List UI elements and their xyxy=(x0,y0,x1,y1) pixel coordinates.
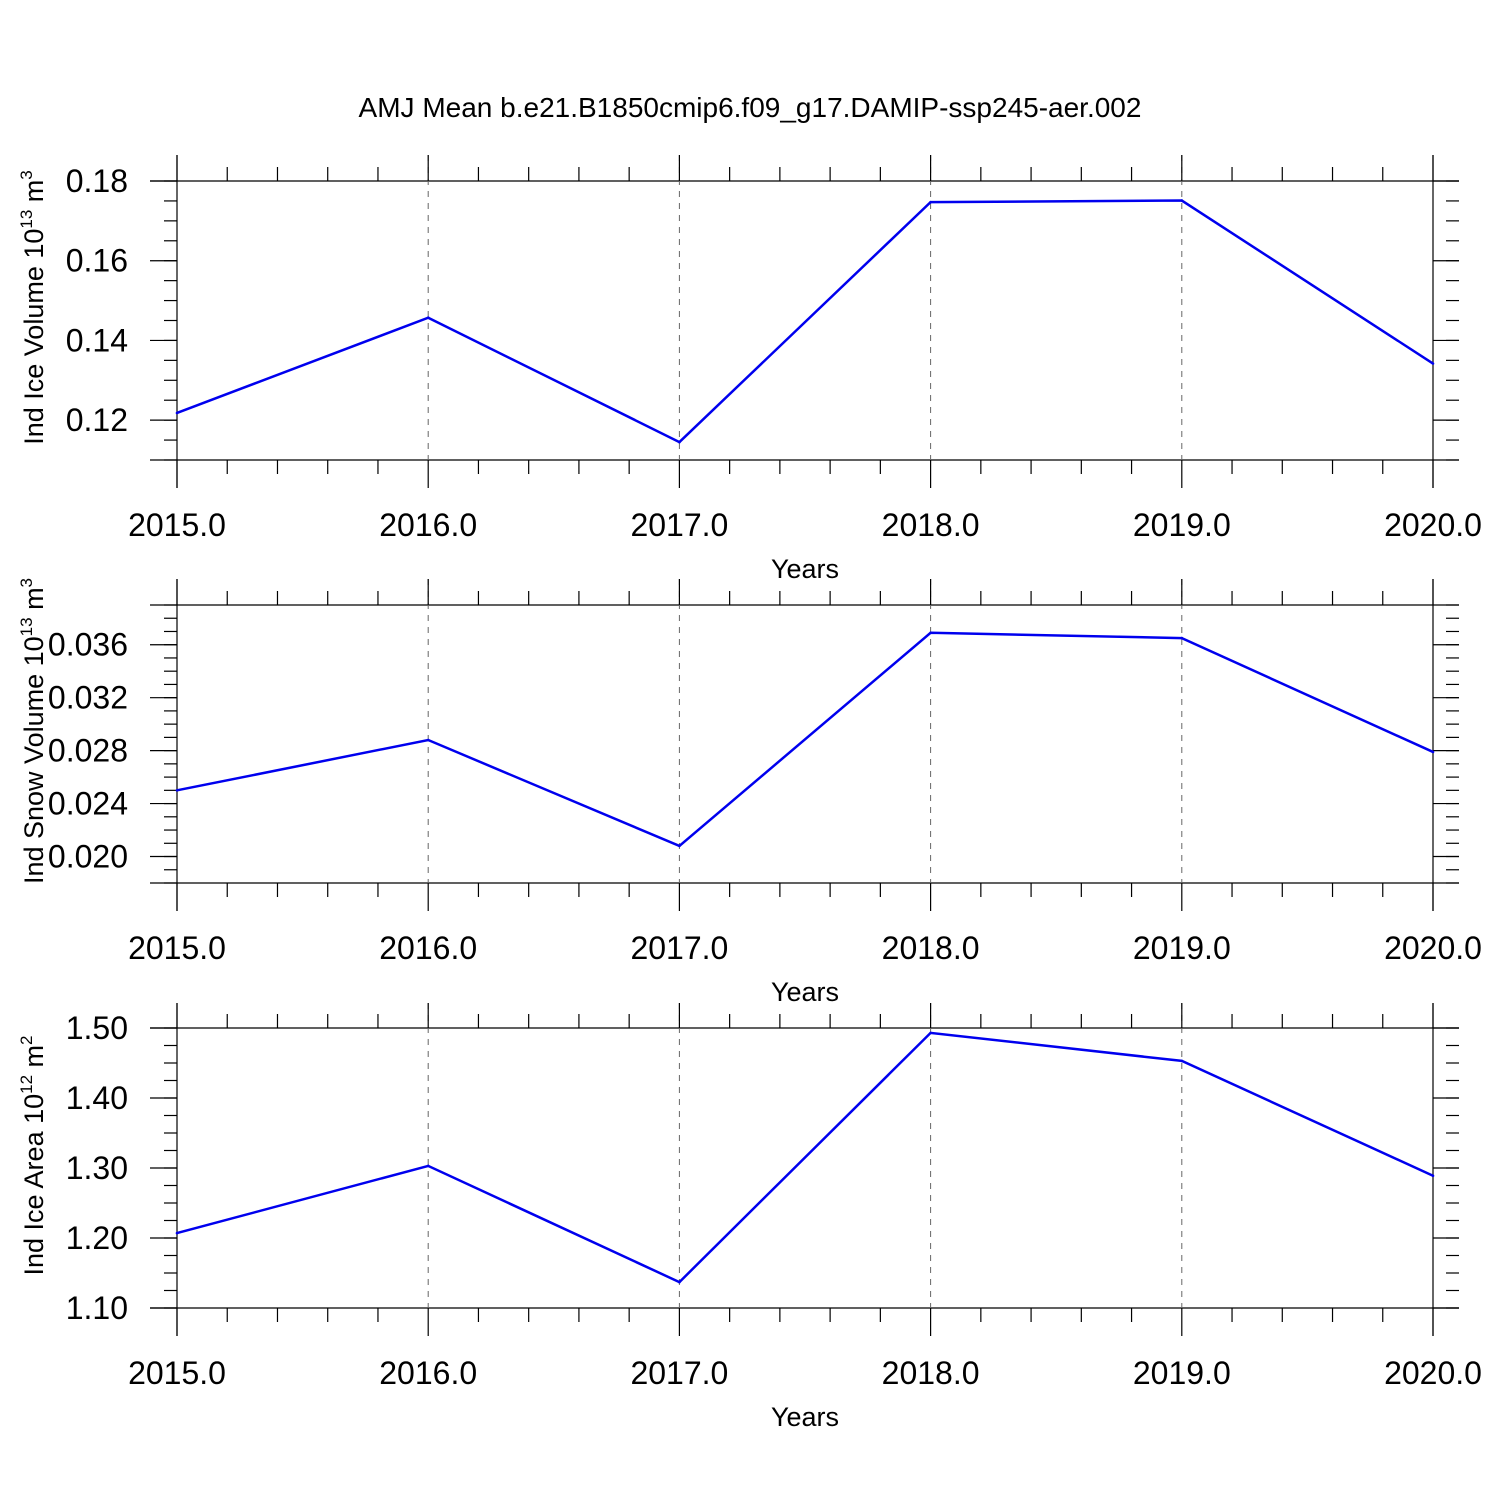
y-axis-label-superscript: 13 xyxy=(17,617,36,636)
data-point xyxy=(1431,1174,1435,1177)
x-tick-label: 2018.0 xyxy=(882,507,980,543)
x-tick-label: 2017.0 xyxy=(630,507,728,543)
chart-panel-3: 2015.0 2016.0 2017.0 2018.0 2019.0 2020.0 1.10… xyxy=(17,1003,1482,1432)
x-tick-label: 2015.0 xyxy=(128,930,226,966)
data-point xyxy=(175,789,179,792)
y-tick-label: 0.18 xyxy=(66,163,128,199)
x-tick-label: 2020.0 xyxy=(1384,507,1482,543)
x-tick-label: 2015.0 xyxy=(128,1355,226,1391)
x-tick-label: 2018.0 xyxy=(882,930,980,966)
x-tick-label: 2018.0 xyxy=(882,1355,980,1391)
y-tick-label: 1.30 xyxy=(66,1150,128,1186)
data-point xyxy=(929,1031,932,1035)
series-line xyxy=(176,1031,1434,1284)
y-tick-label: 0.12 xyxy=(66,402,128,438)
x-axis-label: Years xyxy=(771,977,839,1007)
series-line xyxy=(176,631,1434,848)
data-point xyxy=(929,631,932,635)
y-tick-label: 1.10 xyxy=(66,1290,128,1326)
y-axis-label: Ind Snow Volume 1013 m3 xyxy=(17,578,49,884)
data-point xyxy=(929,200,932,204)
y-axis-label: Ind Ice Volume 1013 m3 xyxy=(17,170,49,445)
data-point xyxy=(175,411,179,415)
x-tick-label: 2015.0 xyxy=(128,507,226,543)
x-axis-label: Years xyxy=(771,1402,839,1432)
x-tick-label: 2017.0 xyxy=(630,1355,728,1391)
data-point xyxy=(678,844,681,848)
y-tick-label: 0.024 xyxy=(48,786,128,822)
y-axis-label-superscript: 3 xyxy=(17,578,36,587)
y-tick-label: 0.036 xyxy=(48,627,128,663)
y-axis-label-part: Ind Ice Volume 10 xyxy=(19,229,49,445)
x-tick-label: 2016.0 xyxy=(379,1355,477,1391)
y-axis-label-superscript: 2 xyxy=(17,1035,36,1044)
data-point xyxy=(678,440,681,444)
x-tick-label: 2020.0 xyxy=(1384,1355,1482,1391)
x-tick-label: 2019.0 xyxy=(1133,1355,1231,1391)
data-point xyxy=(1180,1059,1184,1063)
y-tick-label: 1.20 xyxy=(66,1220,128,1256)
series-line xyxy=(176,199,1434,444)
chart-title: AMJ Mean b.e21.B1850cmip6.f09_g17.DAMIP-… xyxy=(359,92,1142,123)
x-tick-label: 2016.0 xyxy=(379,507,477,543)
y-tick-label: 0.020 xyxy=(48,839,128,875)
data-point xyxy=(426,1164,430,1168)
chart-panel-2: 2015.0 2016.0 2017.0 2018.0 2019.0 2020.0 0.02… xyxy=(17,578,1482,1007)
data-point xyxy=(1180,636,1184,640)
y-axis-label-part: m xyxy=(19,180,49,210)
y-axis-label: Ind Ice Area 1012 m2 xyxy=(17,1035,49,1275)
y-axis-label-part: Ind Ice Area 10 xyxy=(19,1094,49,1276)
data-point xyxy=(1431,362,1435,365)
x-tick-label: 2019.0 xyxy=(1133,507,1231,543)
x-tick-label: 2016.0 xyxy=(379,930,477,966)
y-axis-label-part: Ind Snow Volume 10 xyxy=(19,636,49,884)
chart-panel-1: 2015.0 2016.0 2017.0 2018.0 2019.0 2020.0 0.12… xyxy=(17,155,1482,584)
y-axis-label-part: m xyxy=(19,1045,49,1075)
x-tick-label: 2020.0 xyxy=(1384,930,1482,966)
data-point xyxy=(678,1280,681,1284)
y-axis-label-superscript: 13 xyxy=(17,210,36,229)
data-point xyxy=(1180,199,1184,202)
y-axis-label-superscript: 12 xyxy=(17,1075,36,1094)
x-tick-label: 2017.0 xyxy=(630,930,728,966)
x-axis-label: Years xyxy=(771,554,839,584)
y-axis-label-part: m xyxy=(19,587,49,617)
y-tick-label: 1.50 xyxy=(66,1010,128,1046)
data-point xyxy=(1431,750,1435,754)
y-tick-label: 0.028 xyxy=(48,733,128,769)
y-tick-label: 1.40 xyxy=(66,1080,128,1116)
data-point xyxy=(426,316,430,320)
data-point xyxy=(426,738,430,742)
y-tick-label: 0.16 xyxy=(66,243,128,279)
panels: 2015.0 2016.0 2017.0 2018.0 2019.0 2020.0 0.12… xyxy=(17,155,1482,1432)
x-tick-label: 2019.0 xyxy=(1133,930,1231,966)
y-axis-label-superscript: 3 xyxy=(17,170,36,179)
data-point xyxy=(175,1231,179,1235)
y-tick-label: 0.14 xyxy=(66,322,128,358)
y-tick-label: 0.032 xyxy=(48,680,128,716)
